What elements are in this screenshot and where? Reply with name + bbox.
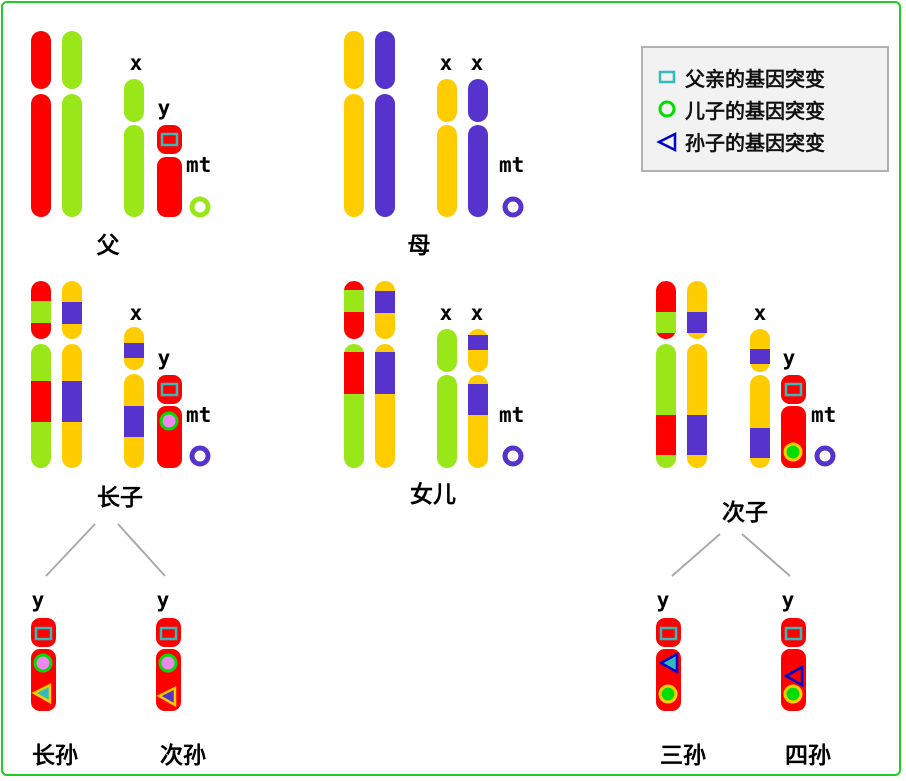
chromosome-x-1 (437, 79, 457, 217)
chromosome-autosome-1 (656, 281, 676, 468)
circle-marker-icon (658, 100, 676, 118)
son-mutation-marker (658, 684, 678, 704)
branch-line (671, 533, 721, 577)
label-y: y (157, 588, 170, 612)
fourth-grandson-y: y 四孙 (781, 588, 831, 769)
grandson-mutation-marker (31, 682, 52, 705)
caption-fourth-grandson: 四孙 (785, 743, 831, 769)
second-grandson-y: y 次孙 (156, 588, 206, 769)
son-mutation-marker (783, 442, 803, 462)
label-y: y (782, 588, 795, 612)
chromosome-autosome-2 (687, 281, 707, 468)
label-y: y (783, 346, 796, 370)
label-x: x (471, 301, 484, 325)
caption-second-grandson: 次孙 (160, 742, 206, 769)
label-mt: mt (499, 403, 524, 427)
label-mt: mt (499, 153, 524, 177)
mitochondria-mt (189, 445, 211, 467)
father-mutation-marker (160, 132, 179, 147)
label-x: x (440, 51, 453, 75)
eldest-son-karyotype: x y mt 长子 (31, 281, 211, 511)
chromosome-autosome-1 (31, 31, 51, 217)
father-karyotype: x y mt 父 (31, 31, 211, 259)
chromosome-y (781, 375, 806, 468)
son-mutation-marker (783, 684, 803, 704)
chromosome-autosome-1 (344, 281, 364, 468)
lineage-branches (45, 523, 791, 577)
legend: 父亲的基因突变 儿子的基因突变 孙子的基因突变 (641, 46, 889, 172)
father-mutation-marker (784, 626, 803, 641)
chromosome-autosome-2 (375, 31, 395, 217)
legend-label: 父亲的基因突变 (685, 66, 825, 91)
label-x: x (471, 51, 484, 75)
second-son-karyotype: x y mt 次子 (656, 281, 836, 526)
branch-line (45, 523, 96, 577)
label-x: x (130, 51, 143, 75)
caption-third-grandson: 三孙 (660, 743, 706, 769)
legend-label: 孙子的基因突变 (685, 130, 825, 155)
label-x: x (130, 301, 143, 325)
legend-item-father: 父亲的基因突变 (655, 62, 825, 92)
chromosome-x (124, 79, 144, 217)
label-mt: mt (186, 403, 211, 427)
label-x: x (440, 301, 453, 325)
label-y: y (158, 346, 171, 370)
chromosome-autosome-1 (31, 281, 51, 468)
chromosome-x (750, 329, 770, 468)
label-y: y (158, 96, 171, 120)
label-y: y (657, 588, 670, 612)
label-mt: mt (811, 403, 836, 427)
son-mutation-marker (158, 653, 178, 673)
mitochondria-mt (502, 445, 524, 467)
mother-karyotype: x x mt 母 (344, 31, 524, 259)
chromosome-x-2 (468, 79, 488, 217)
grandson-mutation-marker (783, 664, 804, 688)
legend-label: 儿子的基因突变 (685, 98, 825, 123)
caption-eldest-son: 长子 (97, 485, 143, 511)
caption-mother: 母 (408, 233, 431, 259)
father-mutation-marker (659, 626, 678, 641)
grandson-mutation-marker (658, 651, 679, 675)
chromosome-x-maternal (468, 329, 488, 468)
mitochondria-mt (814, 445, 836, 467)
legend-item-son: 儿子的基因突变 (655, 94, 825, 124)
daughter-karyotype: x x mt 女儿 (344, 281, 524, 508)
triangle-marker-icon (656, 131, 677, 153)
chromosome-x-paternal (437, 329, 457, 468)
legend-item-grandson: 孙子的基因突变 (655, 126, 825, 156)
caption-father: 父 (97, 233, 121, 259)
branch-line (117, 523, 166, 577)
father-mutation-marker (159, 626, 178, 641)
chromosome-y (157, 375, 182, 468)
father-mutation-marker (160, 382, 179, 397)
mitochondria-mt (502, 196, 524, 218)
caption-eldest-grandson: 长孙 (32, 743, 78, 769)
chromosome-autosome-1 (344, 31, 364, 217)
father-mutation-marker (784, 382, 803, 397)
branch-line (741, 533, 791, 577)
father-mutation-marker (34, 626, 53, 641)
son-mutation-marker (159, 411, 179, 431)
son-mutation-marker (33, 653, 53, 673)
square-marker-icon (658, 70, 676, 84)
chromosome-autosome-2 (62, 31, 82, 217)
chromosome-autosome-2 (375, 281, 395, 468)
label-mt: mt (186, 153, 211, 177)
grandson-mutation-marker (156, 685, 177, 708)
eldest-grandson-y: y 长孙 (31, 588, 78, 769)
caption-second-son: 次子 (722, 499, 768, 526)
third-grandson-y: y 三孙 (656, 588, 706, 769)
label-x: x (754, 301, 767, 325)
caption-daughter: 女儿 (410, 481, 456, 508)
chromosome-y (157, 125, 182, 217)
chromosome-autosome-2 (62, 281, 82, 468)
chromosome-x (124, 327, 144, 468)
label-y: y (32, 588, 45, 612)
mitochondria-mt (189, 196, 211, 218)
